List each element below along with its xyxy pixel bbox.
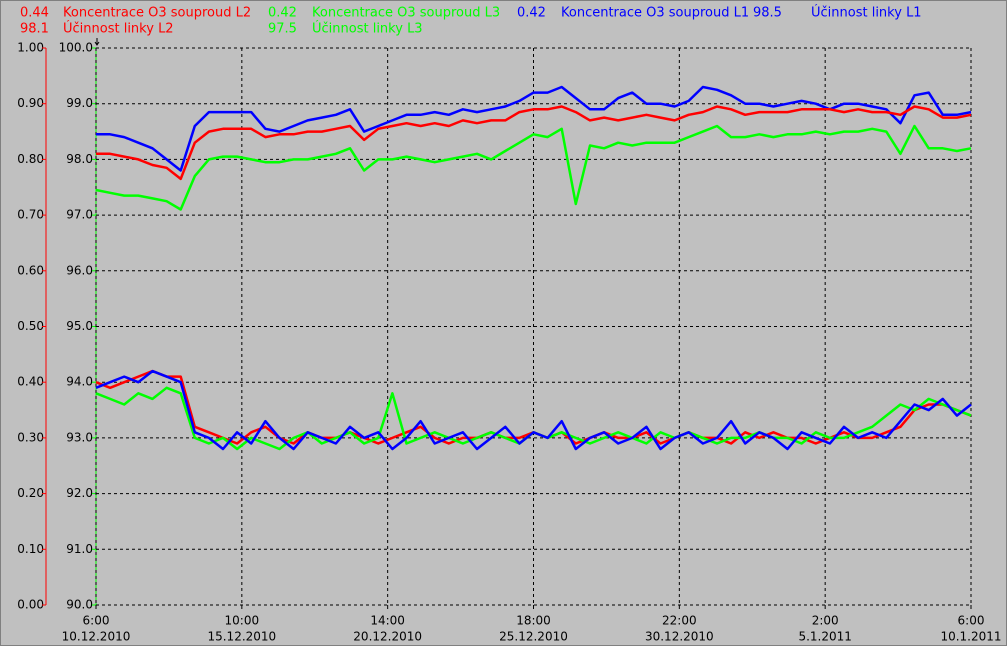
y2-tick-label: 96.0 xyxy=(66,263,93,277)
y-tick-label: 0.10 xyxy=(17,542,44,556)
legend-name: Koncentrace O3 souproud L1 xyxy=(561,6,749,21)
x-tick-time: 14:00 xyxy=(370,614,405,628)
y2-tick-label: 95.0 xyxy=(66,319,93,333)
series-line xyxy=(95,369,972,451)
y2-tick-label: 98.0 xyxy=(66,152,93,166)
x-tick-date: 10.12.2010 xyxy=(62,630,131,644)
legend-value: 98.5 xyxy=(753,6,782,21)
x-tick-date: 5.1.2011 xyxy=(798,630,851,644)
y2-tick-label: 94.0 xyxy=(66,375,93,389)
y-tick-label: 0.80 xyxy=(17,152,44,166)
y2-tick-label: 99.0 xyxy=(66,96,93,110)
series-line xyxy=(96,85,972,172)
cursor-arrow xyxy=(94,38,100,46)
series-line xyxy=(95,124,972,211)
legend-name: Účinnost linky L1 xyxy=(811,5,922,21)
x-tick-time: 10:00 xyxy=(225,614,260,628)
legend-value: 0.42 xyxy=(517,6,546,21)
y2-tick-label: 90.0 xyxy=(66,598,93,612)
x-tick-date: 15.12.2010 xyxy=(207,630,276,644)
series-line xyxy=(96,105,972,181)
x-tick-time: 18:00 xyxy=(516,614,551,628)
legend-value: 0.42 xyxy=(268,6,297,21)
legend-name: Účinnost linky L3 xyxy=(312,21,423,37)
x-tick-time: 22:00 xyxy=(662,614,697,628)
legend-value: 0.44 xyxy=(20,6,49,21)
legend-name: Koncentrace O3 souproud L2 xyxy=(63,6,251,21)
y2-tick-label: 100.0 xyxy=(59,41,93,55)
legend-name: Koncentrace O3 souproud L3 xyxy=(312,6,500,21)
y-tick-label: 1.00 xyxy=(17,41,44,55)
x-tick-time: 6:00 xyxy=(83,614,110,628)
x-tick-date: 25.12.2010 xyxy=(499,630,568,644)
y-tick-label: 0.90 xyxy=(17,96,44,110)
y-tick-label: 0.00 xyxy=(17,598,44,612)
x-tick-date: 10.1.2011 xyxy=(940,630,1001,644)
x-tick-time: 6:00 xyxy=(958,614,985,628)
x-tick-date: 30.12.2010 xyxy=(645,630,714,644)
legend-value: 97.5 xyxy=(268,22,297,37)
y-tick-label: 0.30 xyxy=(17,430,44,444)
x-tick-time: 2:00 xyxy=(812,614,839,628)
y2-tick-label: 92.0 xyxy=(66,486,93,500)
y-tick-label: 0.70 xyxy=(17,208,44,222)
legend-value: 98.1 xyxy=(20,22,49,37)
y-tick-label: 0.60 xyxy=(17,263,44,277)
y-tick-label: 0.20 xyxy=(17,486,44,500)
y2-tick-label: 97.0 xyxy=(66,208,93,222)
x-tick-date: 20.12.2010 xyxy=(353,630,422,644)
y-tick-label: 0.40 xyxy=(17,375,44,389)
legend-name: Účinnost linky L2 xyxy=(63,21,174,37)
y2-tick-label: 93.0 xyxy=(66,430,93,444)
y-tick-label: 0.50 xyxy=(17,319,44,333)
y2-tick-label: 91.0 xyxy=(66,542,93,556)
